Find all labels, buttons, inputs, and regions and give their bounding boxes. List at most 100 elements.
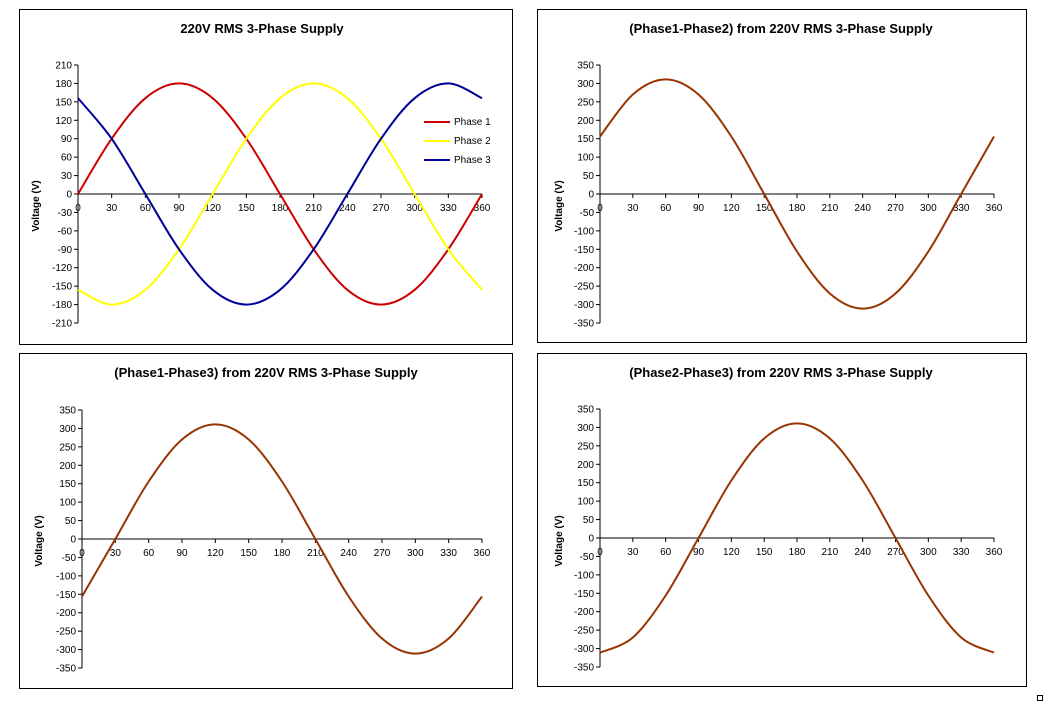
- chart-panel-phase1-phase2: (Phase1-Phase2) from 220V RMS 3-Phase Su…: [537, 9, 1027, 343]
- x-tick-label: 60: [660, 547, 672, 558]
- x-tick-label: 60: [660, 203, 672, 214]
- x-tick-label: 360: [986, 547, 1003, 558]
- y-tick-label: -300: [574, 300, 594, 311]
- series-line-phase-3: [77, 82, 483, 306]
- x-tick-label: 210: [821, 547, 838, 558]
- chart-panel-phase1-phase3: (Phase1-Phase3) from 220V RMS 3-Phase Su…: [19, 353, 513, 689]
- y-tick-label: 90: [61, 134, 73, 145]
- y-tick-label: -300: [56, 645, 76, 656]
- x-tick-label: 0: [597, 547, 603, 558]
- y-axis-label: Voltage (V): [31, 180, 42, 231]
- x-tick-label: 270: [887, 203, 904, 214]
- y-tick-label: 150: [59, 479, 76, 490]
- y-tick-label: 50: [583, 515, 595, 526]
- x-tick-label: 90: [693, 203, 705, 214]
- legend-label-phase-1: Phase 1: [454, 117, 491, 128]
- x-tick-label: 30: [627, 547, 639, 558]
- y-tick-label: -150: [574, 589, 594, 600]
- x-tick-label: 150: [756, 203, 773, 214]
- x-tick-label: 30: [106, 203, 118, 214]
- series-line-phase-2: [77, 82, 483, 306]
- x-tick-label: 120: [207, 548, 224, 559]
- y-tick-label: 50: [65, 516, 77, 527]
- x-tick-label: 240: [339, 203, 356, 214]
- chart-title: (Phase1-Phase3) from 220V RMS 3-Phase Su…: [114, 365, 418, 380]
- y-tick-label: 250: [59, 442, 76, 453]
- y-tick-label: -100: [574, 570, 594, 581]
- x-tick-label: 210: [305, 203, 322, 214]
- y-tick-label: -250: [574, 626, 594, 637]
- y-axis-label: Voltage (V): [34, 515, 45, 566]
- x-tick-label: 120: [723, 203, 740, 214]
- y-tick-label: -30: [58, 208, 73, 219]
- x-tick-label: 360: [986, 203, 1003, 214]
- y-tick-label: -250: [56, 627, 76, 638]
- plot-area: -350-300-250-200-150-100-500501001502002…: [574, 405, 1003, 674]
- y-tick-label: 200: [577, 116, 594, 127]
- x-tick-label: 90: [173, 203, 185, 214]
- x-tick-label: 180: [789, 203, 806, 214]
- x-tick-label: 180: [274, 548, 291, 559]
- legend-label-phase-3: Phase 3: [454, 155, 491, 166]
- y-tick-label: 120: [55, 116, 72, 127]
- legend-label-phase-2: Phase 2: [454, 136, 491, 147]
- y-tick-label: 180: [55, 79, 72, 90]
- plot-area: -350-300-250-200-150-100-500501001502002…: [574, 61, 1003, 330]
- x-tick-label: 210: [821, 203, 838, 214]
- x-tick-label: 150: [240, 548, 257, 559]
- x-tick-label: 90: [176, 548, 188, 559]
- y-tick-label: 300: [577, 79, 594, 90]
- x-tick-label: 270: [374, 548, 391, 559]
- y-tick-label: -50: [580, 552, 595, 563]
- x-tick-label: 150: [756, 547, 773, 558]
- y-tick-label: -210: [52, 319, 72, 330]
- y-tick-label: 0: [588, 190, 594, 201]
- x-tick-label: 90: [693, 547, 705, 558]
- y-tick-label: 200: [59, 461, 76, 472]
- x-tick-label: 330: [953, 203, 970, 214]
- y-tick-label: -50: [62, 553, 77, 564]
- y-tick-label: -200: [574, 263, 594, 274]
- plot-area: -210-180-150-120-90-60-30030609012015018…: [52, 61, 491, 330]
- y-tick-label: -90: [58, 245, 73, 256]
- y-tick-label: -150: [574, 245, 594, 256]
- chart-title: (Phase1-Phase2) from 220V RMS 3-Phase Su…: [629, 21, 933, 36]
- x-tick-label: 240: [854, 547, 871, 558]
- x-tick-label: 150: [238, 203, 255, 214]
- x-tick-label: 0: [75, 203, 81, 214]
- y-tick-label: -150: [52, 282, 72, 293]
- y-tick-label: -350: [56, 664, 76, 675]
- y-tick-label: 350: [577, 405, 594, 416]
- y-tick-label: 100: [577, 497, 594, 508]
- plot-area: -350-300-250-200-150-100-500501001502002…: [56, 406, 491, 675]
- y-tick-label: -60: [58, 226, 73, 237]
- y-tick-label: 50: [583, 171, 595, 182]
- corner-resize-handle[interactable]: [1037, 695, 1043, 701]
- chart-title: 220V RMS 3-Phase Supply: [180, 21, 344, 36]
- chart-phase1-phase3: (Phase1-Phase3) from 220V RMS 3-Phase Su…: [34, 365, 491, 675]
- y-tick-label: 150: [55, 97, 72, 108]
- y-tick-label: 150: [577, 478, 594, 489]
- x-tick-label: 330: [440, 548, 457, 559]
- x-tick-label: 240: [340, 548, 357, 559]
- series-line-phase-1: [77, 82, 483, 306]
- x-tick-label: 0: [597, 203, 603, 214]
- y-tick-label: -200: [56, 608, 76, 619]
- y-tick-label: 0: [70, 535, 76, 546]
- y-tick-label: 150: [577, 134, 594, 145]
- y-tick-label: -100: [574, 226, 594, 237]
- x-tick-label: 240: [854, 203, 871, 214]
- y-tick-label: 100: [59, 498, 76, 509]
- x-tick-label: 0: [79, 548, 85, 559]
- x-tick-label: 270: [373, 203, 390, 214]
- y-tick-label: 30: [61, 171, 73, 182]
- y-tick-label: -300: [574, 644, 594, 655]
- chart-three-phase: 220V RMS 3-Phase Supply Voltage (V) -210…: [31, 21, 491, 330]
- x-tick-label: 300: [920, 547, 937, 558]
- y-tick-label: -350: [574, 663, 594, 674]
- x-tick-label: 360: [474, 203, 491, 214]
- x-tick-label: 330: [440, 203, 457, 214]
- x-tick-label: 30: [110, 548, 122, 559]
- y-axis-label: Voltage (V): [554, 180, 565, 231]
- y-tick-label: -120: [52, 263, 72, 274]
